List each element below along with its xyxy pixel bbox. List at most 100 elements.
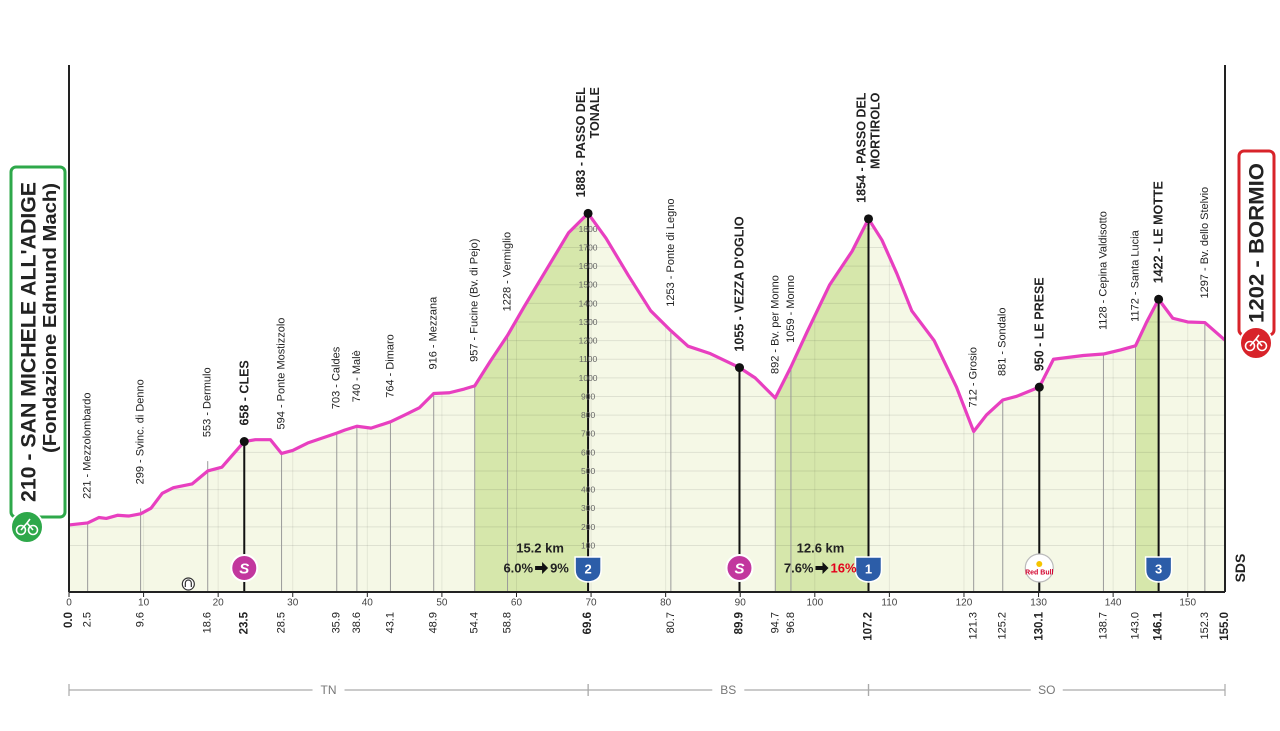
y-tick-label: 600: [581, 447, 595, 457]
kom-category: 1: [865, 562, 872, 577]
waypoint-label: 1128 - Cepina Valdisotto: [1097, 211, 1109, 330]
rider: [20, 518, 34, 531]
km-label: 143.0: [1130, 612, 1142, 640]
waypoint-label: 740 - Malè: [351, 350, 363, 402]
region-label-bg: [312, 682, 345, 698]
km-label: 138.7: [1097, 612, 1109, 640]
y-tick-label: 500: [581, 466, 595, 476]
waypoint-label: 594 - Ponte Mostizzolo: [276, 318, 288, 430]
waypoint-label: 916 - Mezzana: [428, 296, 440, 370]
x-tick-label: 80: [660, 598, 672, 609]
km-label: 23.5: [238, 611, 250, 634]
km-label: 125.2: [997, 612, 1009, 640]
km-label: 9.6: [135, 612, 147, 627]
waypoint-label: 1854 - PASSO DEL: [855, 92, 869, 203]
gradient-arrow: [535, 562, 549, 574]
waypoint-label: 1253 - Ponte di Legno: [665, 198, 677, 306]
waypoint-label: 950 - LE PRESE: [1032, 277, 1046, 371]
waypoint-label: TONALE: [588, 87, 602, 138]
region-label-bg: [1030, 682, 1063, 698]
y-tick-label: 1100: [579, 354, 598, 364]
km-label: 48.9: [428, 612, 440, 633]
waypoint-label: 1422 - LE MOTTE: [1152, 181, 1166, 283]
wheel: [27, 524, 39, 536]
sprint-icon: [230, 554, 259, 582]
waypoint-label: 1228 - Vermiglio: [502, 232, 514, 312]
climb-area: [1135, 213, 1159, 592]
sprint-icon: [725, 554, 754, 582]
kom-category: 3: [1155, 562, 1162, 577]
km-label: 69.6: [582, 612, 594, 634]
climb-avg: 6.0%: [503, 561, 533, 576]
waypoint-label: 1172 - Santa Lucia: [1130, 229, 1142, 321]
kom-badge: [1144, 556, 1173, 583]
km-label: 18.6: [202, 612, 214, 633]
waypoint-label: 881 - Sondalo: [997, 308, 1009, 377]
km-label: 94.7: [769, 612, 781, 633]
y-tick-label: 1800: [579, 224, 598, 234]
waypoint-label: 1883 - PASSO DEL: [574, 87, 588, 198]
climb-max: 16%: [831, 561, 857, 576]
km-label: 54.4: [469, 612, 481, 633]
waypoint-label: 703 - Caldes: [331, 346, 343, 409]
profile-line: [68, 211, 1227, 527]
climb-max: 9%: [550, 561, 569, 576]
summit-dot: [239, 437, 249, 447]
summit-dot: [864, 214, 874, 224]
x-tick-label: 30: [287, 598, 299, 609]
waypoint-label: 221 - Mezzolombardo: [82, 393, 94, 499]
tunnel-arch: [184, 579, 192, 587]
y-tick-label: 800: [581, 410, 595, 420]
profile-area: [69, 213, 1225, 593]
summit-dot: [583, 208, 593, 218]
summit-dot: [1154, 294, 1164, 304]
start-sublabel: (Fondazione Edmund Mach): [40, 183, 60, 453]
y-tick-label: 1000: [579, 373, 598, 383]
y-tick-label: 300: [581, 503, 595, 513]
km-label: 96.8: [785, 612, 797, 633]
waypoint-label: 1059 - Monno: [785, 275, 797, 343]
sprint-symbol: S: [239, 561, 249, 578]
waypoint-label: 299 - Svinc. di Denno: [135, 379, 147, 484]
y-tick-label: 400: [581, 485, 595, 495]
km-label: 28.5: [276, 612, 288, 633]
y-tick-label: 1600: [579, 261, 598, 271]
km-label: 152.3: [1199, 612, 1211, 640]
x-tick-label: 0: [66, 598, 72, 609]
waypoint-label: 764 - Dimaro: [384, 334, 396, 398]
wheel: [1244, 340, 1256, 352]
bonus-sun: [1036, 561, 1043, 567]
sprint-symbol: S: [734, 561, 744, 578]
y-tick-label: 1700: [579, 242, 598, 252]
y-tick-label: 1300: [579, 317, 598, 327]
bonus-label: Red Bull: [1025, 570, 1053, 577]
summit-dot: [734, 363, 744, 373]
km-label: 43.1: [384, 612, 396, 633]
waypoint-label: MORTIROLO: [869, 92, 883, 169]
km-label: 130.1: [1033, 611, 1045, 640]
km-label: 38.6: [351, 612, 363, 633]
finish-label: 1202 - BORMIO: [1246, 163, 1269, 323]
kom-badge: [854, 556, 883, 583]
x-tick-label: 40: [362, 598, 374, 609]
kom-category: 2: [584, 562, 591, 577]
region-label: BS: [720, 683, 736, 697]
summit-dot: [1034, 382, 1044, 392]
km-label: 35.9: [331, 612, 343, 633]
km-label: 155.0: [1219, 612, 1231, 641]
gradient-arrow: [815, 562, 829, 574]
region-label: SO: [1038, 683, 1055, 697]
climb-area: [474, 213, 589, 592]
y-tick-label: 200: [581, 522, 595, 532]
climb-length: 12.6 km: [797, 541, 845, 556]
x-tick-label: 100: [806, 598, 823, 609]
x-tick-label: 120: [956, 598, 973, 609]
waypoint-label: 553 - Dermulo: [202, 367, 214, 437]
logo: SDS: [1232, 554, 1248, 583]
region-label: TN: [321, 683, 337, 697]
x-tick-label: 60: [511, 598, 523, 609]
x-tick-label: 140: [1105, 598, 1122, 609]
start-label: 210 - SAN MICHELE ALL'ADIGE: [18, 182, 41, 502]
waypoint-label: 957 - Fucine (Bv. di Pejo): [469, 239, 481, 362]
